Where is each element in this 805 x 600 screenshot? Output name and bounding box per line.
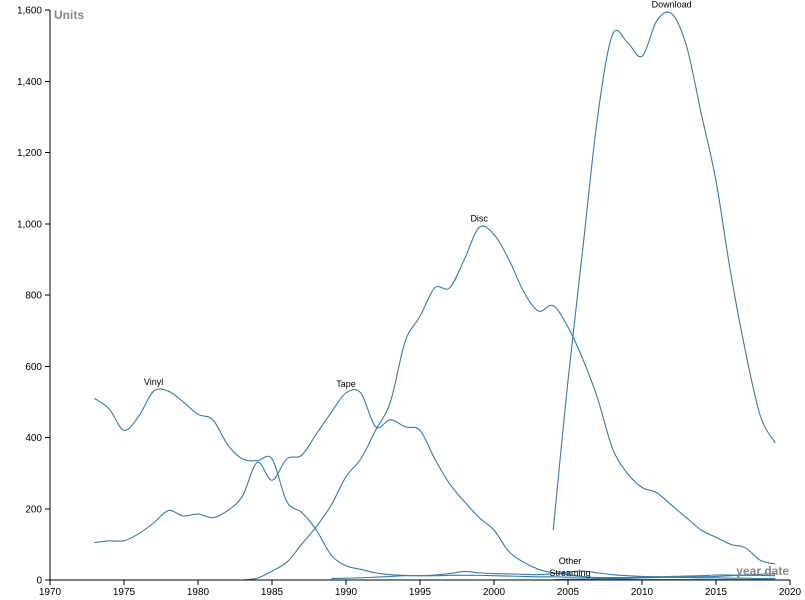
- x-tick-label: 1980: [187, 587, 210, 598]
- series-line-vinyl: [94, 388, 776, 579]
- x-tick-label: 1990: [335, 587, 358, 598]
- series-lines: [94, 11, 776, 581]
- x-tick-label: 2000: [483, 587, 506, 598]
- x-tick-label: 2005: [557, 587, 580, 598]
- x-tick-label: 1975: [113, 587, 136, 598]
- series-line-tape: [94, 389, 776, 581]
- x-tick-label: 1985: [261, 587, 284, 598]
- y-tick-label: 1,600: [17, 6, 42, 17]
- series-line-other: [331, 570, 776, 580]
- series-line-download: [552, 11, 776, 531]
- series-label-disc: Disc: [470, 213, 488, 223]
- series-line-disc: [242, 225, 776, 581]
- x-tick-label: 2015: [705, 587, 728, 598]
- y-tick-label: 1,000: [17, 219, 42, 230]
- x-tick-label: 1970: [39, 587, 62, 598]
- x-tick-label: 2010: [631, 587, 654, 598]
- y-tick-label: 0: [36, 576, 42, 587]
- series-label-tape: Tape: [336, 379, 356, 389]
- y-tick-label: 1,400: [17, 77, 42, 88]
- x-axis-title: year date: [736, 564, 789, 578]
- y-tick-label: 200: [25, 504, 42, 515]
- y-tick-label: 800: [25, 291, 42, 302]
- y-tick-label: 400: [25, 433, 42, 444]
- series-label-streaming: Streaming: [549, 568, 590, 578]
- y-tick-label: 600: [25, 362, 42, 373]
- axes: [49, 10, 790, 581]
- series-label-download: Download: [652, 0, 692, 10]
- series-label-vinyl: Vinyl: [144, 377, 163, 387]
- x-tick-label: 1995: [409, 587, 432, 598]
- series-line-streaming: [553, 573, 776, 581]
- y-tick-label: 1,200: [17, 148, 42, 159]
- y-axis-title: Units: [54, 8, 84, 22]
- tick-labels: 1970 1975 1980 1985 1990 1995 2000 2005 2010 2015…: [17, 6, 802, 599]
- x-tick-label: 2020: [779, 587, 802, 598]
- series-labels: Vinyl Tape Disc Download Other Streaming: [144, 0, 692, 578]
- series-label-other: Other: [559, 556, 582, 566]
